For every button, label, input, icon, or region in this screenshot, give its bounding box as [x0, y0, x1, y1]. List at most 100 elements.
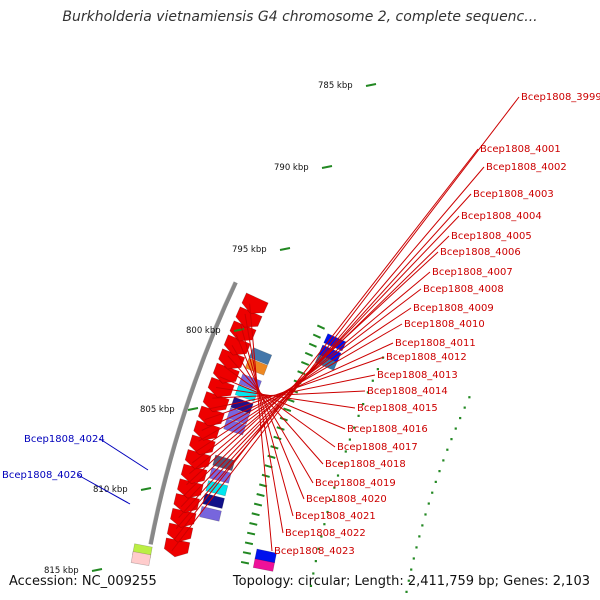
- gene-arrow: [223, 334, 251, 356]
- gene-arrow: [241, 292, 269, 314]
- gene-label: Bcep1808_4014: [367, 386, 448, 397]
- gene-label-leader: [231, 344, 314, 484]
- tick-dot: [431, 491, 434, 494]
- tick-mark: [316, 324, 326, 330]
- gene-label: Bcep1808_4001: [480, 144, 561, 155]
- tick-dot: [362, 402, 365, 406]
- tick-mark: [256, 493, 265, 497]
- tick-dot: [323, 523, 326, 526]
- tick-mark: [249, 521, 258, 526]
- tick-dot: [405, 590, 408, 593]
- tick-dot: [312, 572, 315, 575]
- gene-label: Bcep1808_4010: [404, 319, 485, 330]
- kbp-tick-mark: [365, 83, 377, 87]
- tick-mark: [267, 454, 276, 459]
- gene-label-leader: [212, 390, 366, 399]
- gene-label: Bcep1808_4009: [413, 303, 494, 314]
- tick-mark: [246, 531, 256, 536]
- tick-dot: [454, 427, 457, 430]
- gene-label: Bcep1808_4006: [440, 247, 521, 258]
- kbp-tick-label: 790 kbp: [274, 163, 309, 173]
- topology-summary: Topology: circular; Length: 2,411,759 bp…: [232, 574, 590, 589]
- gene-arrow: [218, 348, 246, 370]
- tick-dot: [366, 391, 370, 394]
- gene-label: Bcep1808_4017: [337, 442, 418, 453]
- gene-arrow: [202, 391, 230, 412]
- kbp-tick-label: 785 kbp: [318, 81, 353, 91]
- tick-mark: [240, 560, 250, 565]
- gene-box: [130, 551, 152, 567]
- gene-label: Bcep1808_4016: [347, 424, 428, 435]
- tick-dot: [329, 498, 332, 501]
- tick-mark: [251, 512, 260, 517]
- kbp-tick-mark: [140, 487, 152, 491]
- gene-label: Bcep1808_4011: [395, 338, 476, 349]
- tick-dot: [446, 448, 449, 451]
- backbone-arc: [148, 281, 238, 545]
- tick-dot: [348, 438, 351, 441]
- tick-dot: [442, 459, 445, 462]
- tick-dot: [438, 470, 441, 473]
- gene-label-leader: [205, 356, 385, 421]
- tick-mark: [244, 541, 254, 546]
- tick-dot: [340, 462, 343, 465]
- gene-label: Bcep1808_4002: [486, 162, 567, 173]
- tick-dot: [326, 510, 329, 514]
- tick-dot: [424, 513, 427, 516]
- gene-label: Bcep1808_4008: [423, 284, 504, 295]
- tick-mark: [312, 333, 321, 339]
- gene-label-leader: [235, 334, 305, 500]
- tick-dot: [450, 438, 453, 441]
- tick-dot: [459, 416, 462, 420]
- gene-label-leader: [219, 376, 346, 430]
- gene-label-leader: [227, 355, 324, 465]
- gene-label-leader: [208, 374, 376, 410]
- gene-box: [202, 493, 225, 509]
- gene-arrow: [193, 419, 221, 441]
- tick-dot: [309, 584, 313, 587]
- kbp-tick-label: 795 kbp: [232, 245, 267, 255]
- tick-dot: [376, 368, 379, 371]
- gene-arrow: [163, 537, 191, 558]
- kbp-tick-mark: [91, 568, 103, 572]
- gene-label-leader: [186, 251, 439, 486]
- tick-dot: [314, 560, 317, 563]
- tick-dot: [353, 426, 356, 429]
- tick-mark: [283, 407, 292, 413]
- gene-arrow: [212, 362, 240, 384]
- tick-dot: [317, 547, 320, 550]
- gene-label: Bcep1808_4026: [2, 470, 83, 481]
- gene-label-leader: [201, 342, 394, 431]
- tick-mark: [261, 473, 270, 478]
- gene-label-leader: [191, 288, 422, 464]
- gene-label-leader: [240, 324, 294, 517]
- tick-dot: [418, 535, 421, 538]
- gene-label-leader: [244, 313, 284, 534]
- gene-label: Bcep1808_4018: [325, 459, 406, 470]
- gene-label-leader: [223, 365, 336, 448]
- gene-label: Bcep1808_4024: [24, 434, 105, 445]
- tick-dot: [344, 450, 347, 453]
- gene-label: Bcep1808_4013: [377, 370, 458, 381]
- gene-label-leader: [171, 96, 520, 552]
- tick-dot: [463, 406, 466, 409]
- gene-label: Bcep1808_4015: [357, 403, 438, 414]
- gene-label: Bcep1808_4004: [461, 211, 542, 222]
- gene-label-leader: [189, 271, 431, 475]
- tick-mark: [304, 351, 313, 357]
- kbp-tick-mark: [321, 165, 333, 169]
- gene-arrow: [235, 306, 263, 328]
- tick-mark: [273, 435, 282, 441]
- tick-dot: [412, 557, 415, 560]
- tick-dot: [336, 474, 340, 477]
- kbp-tick-mark: [279, 247, 291, 251]
- kbp-tick-mark: [187, 407, 199, 411]
- tick-mark: [242, 551, 252, 555]
- tick-mark: [308, 342, 317, 348]
- tick-dot: [427, 502, 430, 505]
- gene-label: Bcep1808_4012: [386, 352, 467, 363]
- gene-label-leader: [198, 323, 403, 442]
- map-title: Burkholderia vietnamiensis G4 chromosome…: [62, 9, 538, 25]
- gene-label-leader: [77, 474, 131, 505]
- kbp-tick-label: 810 kbp: [93, 485, 128, 495]
